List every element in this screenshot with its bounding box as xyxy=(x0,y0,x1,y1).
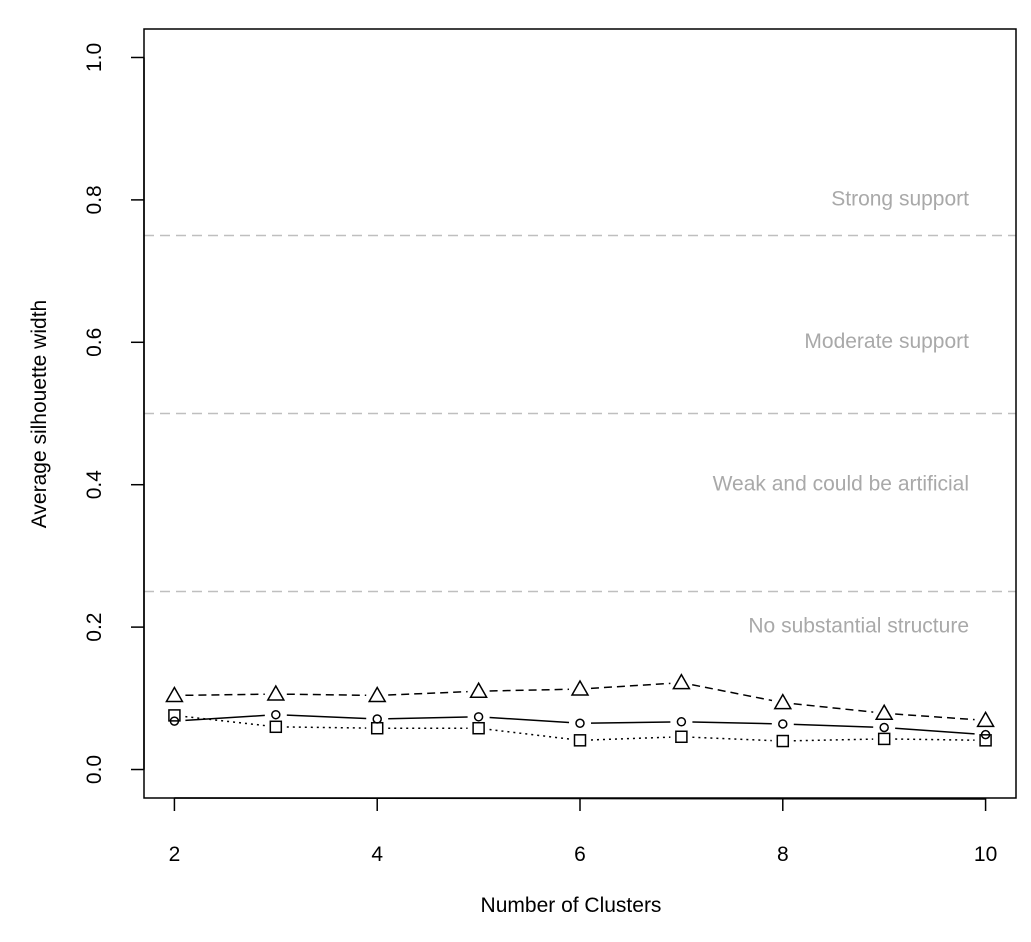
x-tick-label: 4 xyxy=(371,843,383,866)
x-tick-label: 10 xyxy=(974,843,997,866)
data-point-square xyxy=(675,730,688,744)
series-dashed xyxy=(165,673,995,728)
series-segment xyxy=(692,721,772,725)
series-segment xyxy=(895,727,975,735)
series-segment xyxy=(692,684,773,702)
annotation-label: Strong support xyxy=(831,187,969,210)
y-tick-label: 0.2 xyxy=(83,613,106,642)
data-point-square xyxy=(168,709,181,722)
series-segment xyxy=(895,713,975,721)
series-segment xyxy=(489,716,570,724)
series-segment xyxy=(793,723,874,728)
series-segment xyxy=(286,714,367,720)
reference-lines xyxy=(144,234,1016,593)
data-point-triangle xyxy=(773,693,793,710)
data-point-circle xyxy=(575,718,585,728)
series-segment xyxy=(388,690,468,696)
series-segment xyxy=(793,702,874,713)
annotation-label: Weak and could be artificial xyxy=(713,472,969,495)
series-segment xyxy=(489,728,570,740)
x-tick-label: 8 xyxy=(777,843,789,866)
series-segment xyxy=(793,738,874,742)
series-dotted xyxy=(168,709,992,748)
data-point-triangle xyxy=(570,679,590,696)
series-segment xyxy=(590,736,671,741)
y-tick-label: 0.6 xyxy=(83,328,106,357)
data-point-circle xyxy=(372,714,382,724)
data-point-square xyxy=(370,721,384,735)
data-point-circle xyxy=(676,717,687,727)
annotations: Strong support Moderate support Weak and c… xyxy=(713,187,970,637)
series-segment xyxy=(590,682,671,690)
annotation-label: Moderate support xyxy=(804,330,969,353)
series-layer xyxy=(165,673,995,748)
y-axis: 0.0 0.2 0.4 0.6 0.8 1.0 xyxy=(83,43,145,784)
series-segment xyxy=(185,714,265,722)
series-segment xyxy=(489,688,570,692)
y-axis-label: Average silhouette width xyxy=(28,300,51,528)
series-segment xyxy=(286,726,367,729)
x-tick-label: 6 xyxy=(574,843,586,866)
series-segment xyxy=(590,721,671,724)
data-point-circle xyxy=(778,719,788,729)
annotation-label: No substantial structure xyxy=(748,615,969,638)
series-segment xyxy=(692,736,772,742)
x-axis-label: Number of Clusters xyxy=(481,894,662,917)
x-tick-label: 2 xyxy=(169,843,181,866)
data-point-triangle xyxy=(469,681,488,698)
series-segment xyxy=(286,693,367,697)
data-point-square xyxy=(269,720,283,734)
data-point-square xyxy=(979,734,992,747)
data-point-triangle xyxy=(874,703,894,721)
y-tick-label: 0.8 xyxy=(83,185,106,214)
series-segment xyxy=(895,738,975,741)
data-point-square xyxy=(573,734,587,747)
data-point-circle xyxy=(271,709,281,720)
series-segment xyxy=(185,693,265,697)
data-point-square xyxy=(877,732,891,746)
data-point-triangle xyxy=(976,710,995,728)
series-segment xyxy=(185,715,265,727)
data-point-triangle xyxy=(165,685,184,703)
data-point-square xyxy=(776,734,790,748)
data-point-circle xyxy=(879,722,889,733)
data-point-triangle xyxy=(672,673,691,690)
y-tick-label: 0.4 xyxy=(83,470,106,500)
y-tick-label: 1.0 xyxy=(83,43,106,72)
x-axis: 2 4 6 8 10 xyxy=(169,797,997,866)
data-point-triangle xyxy=(367,685,387,703)
series-segment xyxy=(388,716,468,720)
y-tick-label: 0.0 xyxy=(83,755,106,784)
data-point-square xyxy=(472,721,485,735)
data-point-triangle xyxy=(266,684,286,701)
data-point-circle xyxy=(473,712,484,722)
